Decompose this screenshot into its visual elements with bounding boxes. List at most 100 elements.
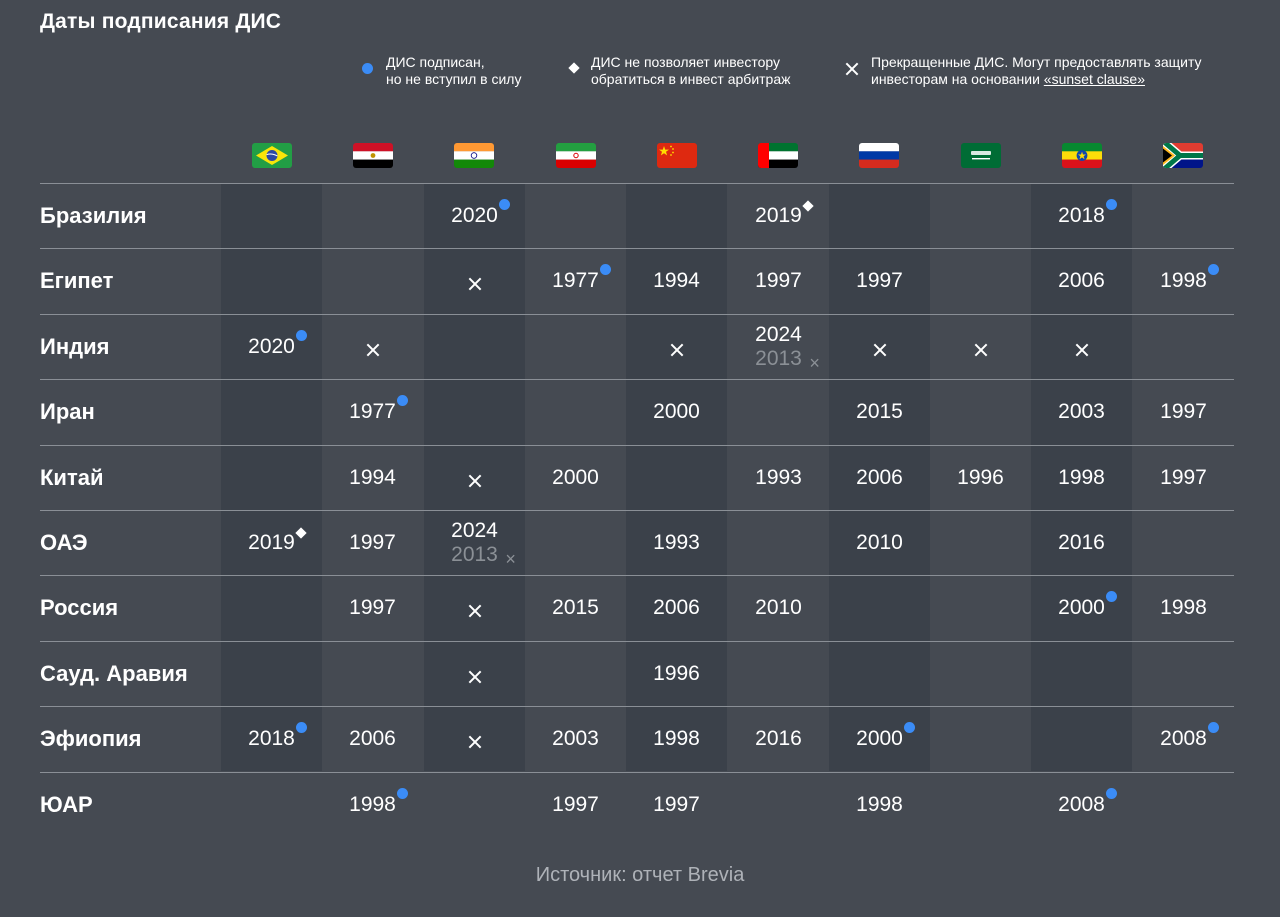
cross-icon bbox=[670, 343, 684, 357]
table-cell: 1997 bbox=[728, 269, 829, 293]
year-value: 2000 bbox=[552, 466, 599, 490]
row-divider bbox=[40, 445, 1234, 446]
terminated-year: 2013 × bbox=[451, 543, 516, 569]
year-value: 1998 bbox=[1160, 596, 1207, 620]
row-label: ЮАР bbox=[40, 792, 93, 817]
year-value: 1977 bbox=[552, 264, 611, 293]
year-text: 2008 bbox=[1160, 727, 1207, 750]
column-shade bbox=[1031, 183, 1132, 771]
table-cell: 2000 bbox=[829, 722, 930, 751]
year-text: 2006 bbox=[349, 727, 396, 750]
year-value: 1994 bbox=[349, 466, 396, 490]
year-value: 2024 bbox=[451, 519, 498, 542]
table-cell: 2016 bbox=[728, 727, 829, 751]
saudi-arabia-flag bbox=[961, 143, 1001, 168]
table-cell: 2010 bbox=[829, 531, 930, 555]
table-cell: 2015 bbox=[525, 596, 626, 620]
year-value: 2000 bbox=[653, 400, 700, 424]
year-text: 1977 bbox=[552, 269, 599, 292]
table-cell: 1977 bbox=[525, 264, 626, 293]
table-cell: 1998 bbox=[1031, 466, 1132, 490]
year-value: 2020 bbox=[248, 330, 307, 359]
year-text: 1997 bbox=[1160, 466, 1207, 489]
year-value: 1998 bbox=[1058, 466, 1105, 490]
year-text: 1997 bbox=[349, 531, 396, 554]
blue-dot-icon bbox=[295, 330, 307, 341]
year-value: 1997 bbox=[1160, 400, 1207, 424]
year-value: 2018 bbox=[248, 722, 307, 751]
year-text: 1977 bbox=[349, 400, 396, 423]
table-cell: 2003 bbox=[1031, 400, 1132, 424]
cross-icon bbox=[366, 343, 380, 357]
cross-icon bbox=[845, 62, 859, 76]
iran-flag bbox=[556, 143, 596, 168]
row-label: ОАЭ bbox=[40, 530, 88, 555]
row-divider bbox=[40, 575, 1234, 576]
year-value: 2019 bbox=[755, 200, 814, 228]
table-cell bbox=[1031, 339, 1132, 363]
column-shade bbox=[626, 183, 727, 771]
terminated-year: 2013 × bbox=[755, 347, 820, 373]
blue-dot-icon bbox=[599, 264, 611, 275]
blue-dot-icon bbox=[295, 722, 307, 733]
year-text: 2018 bbox=[1058, 204, 1105, 227]
year-value: 2006 bbox=[653, 596, 700, 620]
small-cross-icon: × bbox=[505, 549, 516, 569]
table-cell: 1997 bbox=[829, 269, 930, 293]
year-value: 1997 bbox=[349, 596, 396, 620]
cross-icon bbox=[974, 343, 988, 357]
table-cell: 1998 bbox=[626, 727, 727, 751]
table-cell: 1998 bbox=[1133, 596, 1234, 620]
table-cell: 1997 bbox=[525, 793, 626, 817]
table-cell: 1996 bbox=[930, 466, 1031, 490]
cross-icon bbox=[468, 277, 482, 291]
source-note: Источник: отчет Brevia bbox=[535, 864, 745, 886]
terminated-year-value: 2013 bbox=[451, 543, 498, 566]
table-cell: 2003 bbox=[525, 727, 626, 751]
legend-item-dot: ДИС подписан, но не вступил в силу bbox=[362, 54, 521, 88]
blue-dot-icon bbox=[396, 395, 408, 406]
sunset-clause-link[interactable]: «sunset clause» bbox=[1043, 71, 1145, 87]
blue-dot-icon bbox=[1105, 788, 1117, 799]
russia-flag-image bbox=[859, 143, 899, 168]
legend-item-cross: Прекращенные ДИС. Могут предоставлять за… bbox=[871, 54, 1202, 88]
blue-dot-icon bbox=[1207, 722, 1219, 733]
table-cell bbox=[930, 339, 1031, 363]
row-divider bbox=[40, 641, 1234, 642]
brazil-flag bbox=[252, 143, 292, 168]
diamond-icon bbox=[568, 62, 580, 74]
legend-item-diamond: ДИС не позволяет инвестору обратиться в и… bbox=[568, 54, 791, 88]
year-text: 2016 bbox=[1058, 531, 1105, 554]
table-cell: 1996 bbox=[626, 662, 727, 686]
year-value: 1997 bbox=[1160, 466, 1207, 490]
year-value: 1993 bbox=[755, 466, 802, 490]
year-value: 2008 bbox=[1058, 788, 1117, 817]
year-text: 1998 bbox=[349, 793, 396, 816]
year-text: 1996 bbox=[957, 466, 1004, 489]
blue-dot-icon bbox=[1105, 199, 1117, 210]
table-cell: 1998 bbox=[322, 788, 423, 817]
year-text: 2020 bbox=[248, 335, 295, 358]
year-value: 2010 bbox=[856, 531, 903, 555]
table-cell: 2008 bbox=[1133, 722, 1234, 751]
table-cell: 2000 bbox=[626, 400, 727, 424]
year-text: 1993 bbox=[653, 531, 700, 554]
row-label: Бразилия bbox=[40, 203, 147, 228]
cross-icon bbox=[468, 474, 482, 488]
table-cell bbox=[829, 339, 930, 363]
legend-text-line: обратиться в инвест арбитраж bbox=[591, 71, 791, 87]
blue-dot-icon bbox=[903, 722, 915, 733]
table-cell: 1997 bbox=[322, 531, 423, 555]
year-text: 2018 bbox=[248, 727, 295, 750]
year-text: 2006 bbox=[1058, 269, 1105, 292]
year-text: 2000 bbox=[856, 727, 903, 750]
table-cell: 2020 bbox=[221, 330, 322, 359]
year-text: 2006 bbox=[653, 596, 700, 619]
row-divider bbox=[40, 706, 1234, 707]
row-divider bbox=[40, 183, 1234, 184]
row-divider bbox=[40, 772, 1234, 773]
year-text: 1998 bbox=[1160, 269, 1207, 292]
table-cell bbox=[424, 470, 525, 494]
row-label: Сауд. Аравия bbox=[40, 661, 188, 686]
table-cell: 2018 bbox=[221, 722, 322, 751]
